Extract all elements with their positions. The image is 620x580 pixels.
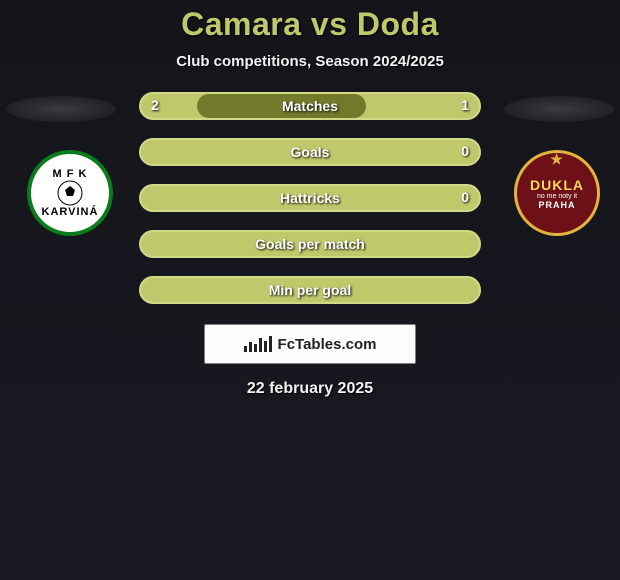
comparison-card: Camara vs Doda Club competitions, Season… xyxy=(0,0,620,580)
page-subtitle: Club competitions, Season 2024/2025 xyxy=(176,53,444,70)
stat-row: Min per goal xyxy=(139,276,481,304)
stat-row: Goals per match xyxy=(139,230,481,258)
star-icon: ★ xyxy=(550,151,564,168)
karvina-badge: M F K KARVINÁ xyxy=(27,150,113,236)
stat-fill-left xyxy=(197,94,310,118)
page-title: Camara vs Doda xyxy=(181,6,439,43)
stat-value-right: 0 xyxy=(461,189,469,205)
karvina-badge-top: M F K xyxy=(53,168,88,180)
stat-value-right: 1 xyxy=(461,97,469,113)
club-logo-left: M F K KARVINÁ xyxy=(27,150,113,236)
stats-list: Matches21Goals0Hattricks0Goals per match… xyxy=(139,92,481,304)
stat-bar xyxy=(139,276,481,304)
brand-bars-icon xyxy=(244,336,272,352)
stat-value-left: 2 xyxy=(151,97,159,113)
stat-row: Hattricks0 xyxy=(139,184,481,212)
comparison-date: 22 february 2025 xyxy=(247,380,373,398)
dukla-badge: ★ DUKLA no me noty it PRAHA xyxy=(514,150,600,236)
stat-bar xyxy=(139,230,481,258)
dukla-badge-city: PRAHA xyxy=(538,200,575,210)
player-shadow-left xyxy=(6,96,116,122)
dukla-badge-text: DUKLA xyxy=(530,177,584,193)
stat-row: Goals0 xyxy=(139,138,481,166)
stat-bar xyxy=(139,184,481,212)
brand-badge[interactable]: FcTables.com xyxy=(204,324,416,364)
stat-fill-right xyxy=(310,94,366,118)
brand-text: FcTables.com xyxy=(278,336,377,353)
player-shadow-right xyxy=(504,96,614,122)
club-logo-right: ★ DUKLA no me noty it PRAHA xyxy=(514,150,600,236)
karvina-badge-bottom: KARVINÁ xyxy=(42,206,99,218)
dukla-badge-sub: no me noty it xyxy=(537,193,577,200)
stat-value-right: 0 xyxy=(461,143,469,159)
stat-bar xyxy=(139,138,481,166)
stat-row: Matches21 xyxy=(139,92,481,120)
stat-bar xyxy=(139,92,481,120)
soccer-ball-icon xyxy=(57,180,83,206)
stats-arena: M F K KARVINÁ ★ DUKLA no me noty it PRAH… xyxy=(0,92,620,304)
